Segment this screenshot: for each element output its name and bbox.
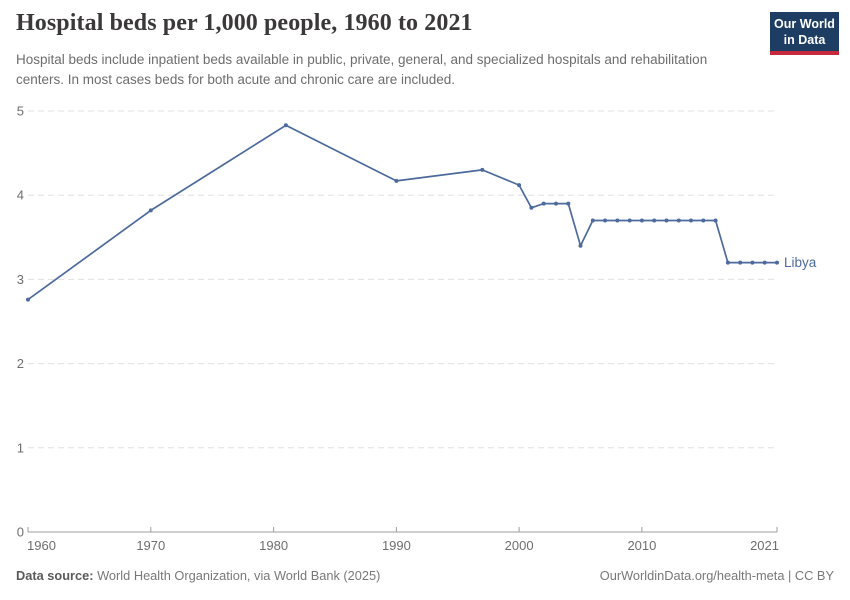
data-point[interactable] bbox=[775, 260, 779, 265]
x-axis-tick-label: 1960 bbox=[27, 538, 56, 553]
x-axis-tick-label: 1980 bbox=[259, 538, 288, 553]
data-point[interactable] bbox=[394, 178, 399, 183]
data-point[interactable] bbox=[603, 218, 608, 223]
y-axis-tick-label: 4 bbox=[17, 188, 24, 203]
series-label: Libya bbox=[784, 255, 817, 270]
data-point[interactable] bbox=[529, 205, 534, 210]
data-point[interactable] bbox=[627, 218, 632, 223]
data-point[interactable] bbox=[517, 183, 522, 188]
data-point[interactable] bbox=[26, 297, 30, 302]
data-point[interactable] bbox=[578, 243, 583, 248]
y-axis-tick-label: 0 bbox=[17, 525, 24, 540]
data-point[interactable] bbox=[615, 218, 620, 223]
data-source-note[interactable]: Data source: World Health Organization, … bbox=[16, 568, 380, 583]
owid-logo[interactable]: Our World in Data bbox=[770, 12, 839, 56]
data-point[interactable] bbox=[664, 218, 669, 223]
data-point[interactable] bbox=[148, 208, 153, 213]
footer: Data source: World Health Organization, … bbox=[16, 568, 834, 583]
data-line[interactable] bbox=[27, 124, 778, 301]
x-axis-tick-label: 2010 bbox=[627, 538, 656, 553]
page-title: Hospital beds per 1,000 people, 1960 to … bbox=[16, 10, 473, 36]
data-point[interactable] bbox=[725, 260, 730, 265]
y-axis-tick-label: 1 bbox=[17, 440, 24, 455]
data-point[interactable] bbox=[480, 167, 485, 172]
x-axis-tick-label: 1990 bbox=[382, 538, 411, 553]
data-point[interactable] bbox=[554, 201, 558, 206]
data-point[interactable] bbox=[566, 201, 571, 206]
owid-logo-line1: Our World bbox=[774, 17, 835, 31]
x-axis-tick-label: 2000 bbox=[505, 538, 534, 553]
page-subtitle: Hospital beds include inpatient beds ava… bbox=[16, 52, 708, 87]
data-point[interactable] bbox=[689, 218, 693, 223]
data-point[interactable] bbox=[713, 218, 718, 223]
y-axis-tick-label: 5 bbox=[17, 104, 24, 119]
data-point[interactable] bbox=[750, 260, 755, 265]
data-point[interactable] bbox=[762, 260, 767, 265]
owid-license-link[interactable]: OurWorldinData.org/health-meta | CC BY bbox=[599, 568, 834, 583]
x-axis-tick-label: 2021 bbox=[750, 538, 779, 553]
y-axis-tick-label: 2 bbox=[17, 356, 24, 371]
x-axis-tick-label: 1970 bbox=[136, 538, 165, 553]
data-point[interactable] bbox=[283, 123, 288, 128]
data-point[interactable] bbox=[738, 260, 743, 265]
data-point[interactable] bbox=[541, 201, 546, 206]
data-point[interactable] bbox=[701, 218, 706, 223]
data-source-text: World Health Organization, via World Ban… bbox=[93, 568, 381, 583]
data-point[interactable] bbox=[590, 218, 595, 223]
data-point[interactable] bbox=[639, 218, 644, 223]
data-point[interactable] bbox=[676, 218, 681, 223]
data-point[interactable] bbox=[652, 218, 657, 223]
data-source-label: Data source: bbox=[16, 568, 94, 583]
y-axis-tick-label: 3 bbox=[17, 272, 24, 287]
owid-logo-line2: in Data bbox=[783, 32, 826, 47]
